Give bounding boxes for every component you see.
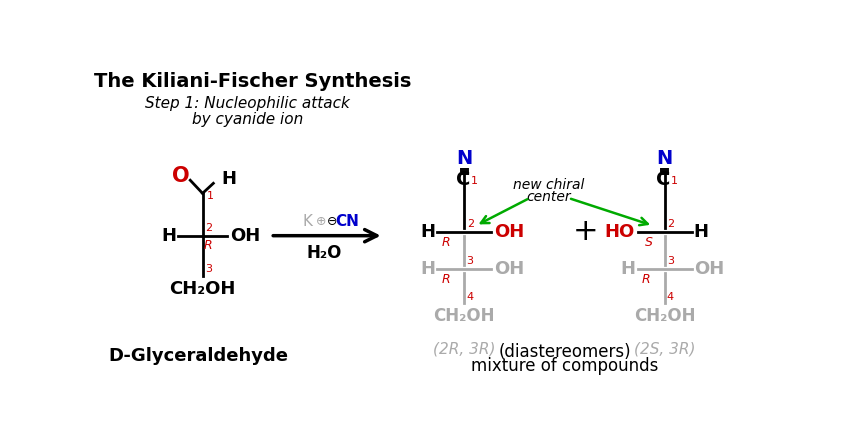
Text: R: R	[442, 273, 450, 286]
Text: CH₂OH: CH₂OH	[434, 307, 495, 325]
Text: CN: CN	[335, 214, 359, 229]
Text: R: R	[442, 236, 450, 249]
Text: 2: 2	[467, 219, 473, 229]
Text: Step 1: Nucleophilic attack: Step 1: Nucleophilic attack	[145, 95, 350, 111]
Text: C: C	[656, 170, 670, 189]
Text: C: C	[455, 170, 470, 189]
Text: CH₂OH: CH₂OH	[634, 307, 696, 325]
Text: 3: 3	[467, 256, 473, 266]
Text: 4: 4	[667, 292, 674, 302]
Text: OH: OH	[494, 223, 524, 241]
Text: N: N	[456, 149, 473, 168]
Text: center: center	[527, 190, 571, 204]
Text: 3: 3	[667, 256, 674, 266]
Text: 1: 1	[206, 191, 213, 201]
Text: H: H	[421, 260, 435, 278]
Text: R: R	[641, 273, 650, 286]
Text: ⊕: ⊕	[315, 215, 327, 228]
Text: The Kiliani-Fischer Synthesis: The Kiliani-Fischer Synthesis	[94, 73, 411, 92]
Text: 4: 4	[467, 292, 473, 302]
Text: H: H	[162, 227, 176, 245]
Text: H: H	[421, 223, 435, 241]
Text: OH: OH	[695, 260, 725, 278]
Text: 1: 1	[670, 176, 677, 186]
Text: ⊖: ⊖	[327, 215, 337, 228]
Text: mixture of compounds: mixture of compounds	[471, 357, 658, 375]
Text: K: K	[302, 214, 312, 229]
Text: O: O	[172, 166, 190, 187]
Text: 3: 3	[205, 264, 212, 274]
Text: OH: OH	[494, 260, 524, 278]
Text: CH₂OH: CH₂OH	[169, 279, 236, 298]
Text: new chiral: new chiral	[513, 178, 585, 192]
Text: OH: OH	[231, 227, 261, 245]
Text: 2: 2	[667, 219, 674, 229]
Text: H: H	[221, 170, 236, 189]
Text: N: N	[657, 149, 673, 168]
Text: 2: 2	[205, 223, 212, 233]
Text: H₂O: H₂O	[307, 244, 342, 262]
Text: H: H	[621, 260, 636, 278]
Text: 1: 1	[471, 176, 478, 186]
Text: HO: HO	[604, 223, 634, 241]
Text: R: R	[204, 239, 213, 252]
Text: (2R, 3R): (2R, 3R)	[433, 342, 496, 357]
Text: +: +	[573, 218, 598, 246]
Text: D-Glyceraldehyde: D-Glyceraldehyde	[109, 347, 289, 365]
Text: (2S, 3R): (2S, 3R)	[634, 342, 696, 357]
Text: H: H	[693, 223, 708, 241]
Text: by cyanide ion: by cyanide ion	[192, 112, 303, 128]
Text: (diastereomers): (diastereomers)	[499, 343, 631, 362]
Text: S: S	[645, 236, 653, 249]
